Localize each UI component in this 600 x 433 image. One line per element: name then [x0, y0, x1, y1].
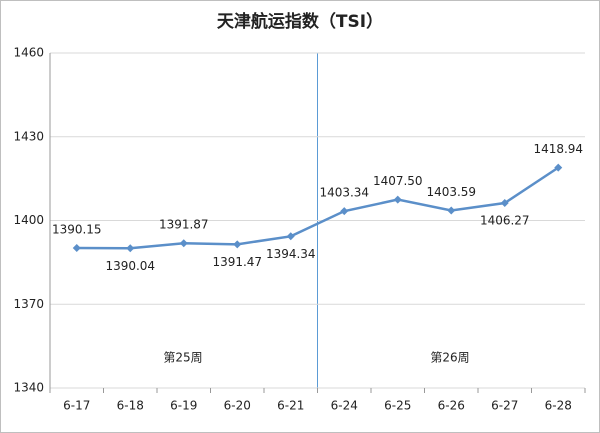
- x-tick-label: 6-28: [545, 399, 572, 413]
- data-point: [393, 195, 402, 204]
- data-label: 1407.50: [373, 174, 423, 188]
- x-tick-label: 6-24: [331, 399, 358, 413]
- x-tick-label: 6-17: [63, 399, 90, 413]
- data-label: 1391.47: [212, 255, 262, 269]
- x-tick-label: 6-26: [438, 399, 465, 413]
- y-tick-label: 1460: [13, 46, 44, 60]
- data-line: [76, 166, 559, 250]
- data-point: [500, 198, 509, 207]
- chart-title: 天津航运指数（TSI）: [217, 11, 383, 32]
- y-tick-label: 1370: [13, 297, 44, 311]
- data-label: 1390.04: [105, 259, 155, 273]
- data-label: 1403.34: [319, 186, 369, 200]
- data-point: [233, 240, 242, 249]
- x-tick-label: 6-20: [224, 399, 251, 413]
- data-label: 1418.94: [533, 142, 583, 156]
- x-tick-label: 6-27: [491, 399, 518, 413]
- data-point: [179, 239, 188, 248]
- x-tick-label: 6-21: [277, 399, 304, 413]
- annotation: 第26周: [430, 351, 469, 365]
- annotation: 第25周: [163, 351, 202, 365]
- data-label: 1394.34: [266, 247, 316, 261]
- data-point: [447, 206, 456, 215]
- y-tick-label: 1400: [13, 213, 44, 227]
- data-point: [340, 207, 349, 216]
- data-point: [72, 243, 81, 252]
- x-tick-label: 6-18: [117, 399, 144, 413]
- data-point: [286, 232, 295, 241]
- data-point: [554, 163, 563, 172]
- x-tick-label: 6-19: [170, 399, 197, 413]
- data-label: 1403.59: [426, 185, 476, 199]
- data-label: 1390.15: [52, 222, 102, 236]
- y-tick-label: 1340: [13, 381, 44, 395]
- data-point: [126, 244, 135, 253]
- y-tick-label: 1430: [13, 129, 44, 143]
- data-label: 1391.87: [159, 218, 209, 232]
- x-tick-label: 6-25: [384, 399, 411, 413]
- data-label: 1406.27: [480, 213, 530, 227]
